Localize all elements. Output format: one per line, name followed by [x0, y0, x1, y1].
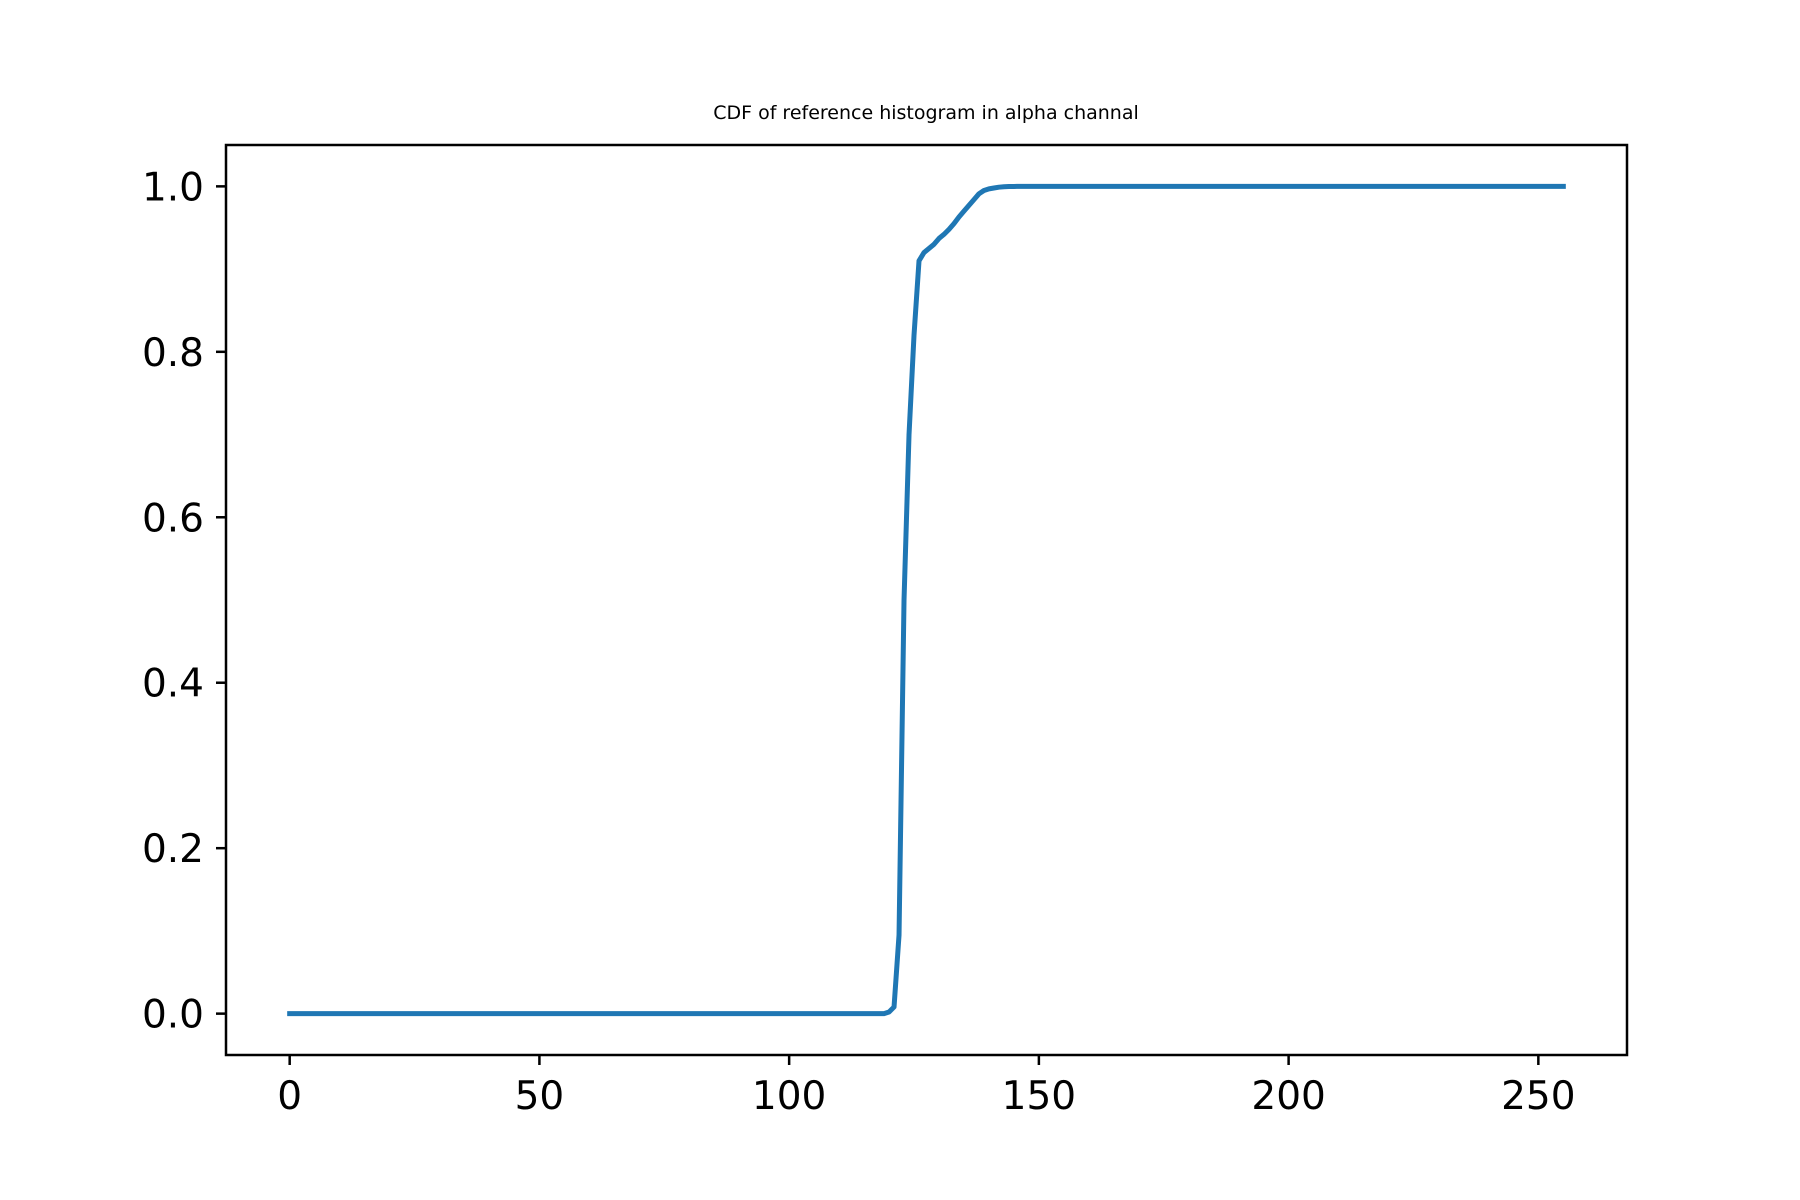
plot-frame: [224, 143, 1629, 1057]
series-layer: [287, 183, 1566, 1017]
y-tick-label: 0.8: [142, 331, 204, 376]
y-tick-label: 0.6: [142, 496, 204, 541]
x-tick-label: 100: [752, 1074, 826, 1119]
y-tick-label: 0.2: [142, 827, 204, 872]
x-tick-label: 150: [1002, 1074, 1076, 1119]
y-axis-ticks: 0.0 0.2 0.4 0.6 0.8 1.0: [142, 165, 226, 1038]
x-tick-label: 200: [1251, 1074, 1325, 1119]
x-tick-label: 0: [277, 1074, 302, 1119]
chart-title: CDF of reference histogram in alpha chan…: [713, 102, 1139, 124]
x-tick-label: 50: [515, 1074, 565, 1119]
y-tick-label: 0.0: [142, 993, 204, 1038]
y-tick-label: 0.4: [142, 662, 204, 707]
x-axis-ticks: 0 50 100 150 200 250: [277, 1055, 1576, 1119]
x-tick-label: 250: [1501, 1074, 1575, 1119]
cdf-series-line: [287, 183, 1566, 1017]
y-tick-label: 1.0: [142, 165, 204, 210]
